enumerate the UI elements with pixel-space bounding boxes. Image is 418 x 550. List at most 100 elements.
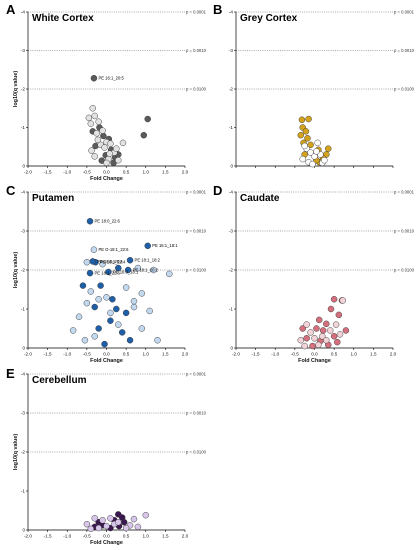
y-tick-label: -4 — [21, 190, 26, 195]
panel-title: Cerebellum — [32, 375, 87, 386]
x-tick-label: 1.0 — [143, 534, 150, 539]
threshold-label: p = 0.0100 — [186, 450, 207, 455]
x-tick-label: -0.5 — [83, 534, 91, 539]
data-point — [107, 140, 114, 147]
data-point — [103, 522, 110, 530]
panel-letter: E — [6, 366, 15, 381]
data-point — [126, 336, 134, 344]
data-point — [138, 325, 146, 332]
x-tick-label: -2.0 — [24, 170, 32, 175]
data-point — [115, 157, 122, 164]
x-tick-label: 1.0 — [351, 352, 358, 357]
point-annotation: PE 18:1_18:2 — [135, 258, 161, 263]
data-point — [85, 114, 93, 122]
panel-letter: A — [6, 2, 16, 17]
data-point — [124, 266, 132, 274]
data-point — [154, 336, 161, 344]
data-point — [81, 336, 89, 344]
x-tick-label: 0.5 — [123, 534, 130, 539]
x-tick-label: 2.0 — [390, 352, 397, 357]
panel-letter: D — [213, 183, 222, 198]
y-tick-label: 0 — [22, 346, 25, 351]
data-point — [107, 309, 114, 317]
x-tick-label: -1.5 — [44, 170, 52, 175]
data-point — [339, 297, 346, 304]
data-point — [327, 305, 335, 313]
data-point — [315, 316, 323, 324]
data-point — [87, 288, 95, 295]
data-point — [120, 518, 128, 526]
data-point — [99, 517, 106, 524]
y-tick-label: -1 — [229, 307, 234, 312]
data-point — [130, 297, 138, 305]
data-point — [91, 333, 98, 340]
x-tick-label: 1.5 — [370, 352, 377, 357]
data-point — [115, 518, 122, 526]
data-point — [297, 336, 304, 344]
data-point — [311, 335, 318, 342]
data-point — [122, 284, 130, 291]
data-point — [87, 525, 95, 533]
data-point — [79, 282, 87, 289]
data-point — [298, 116, 306, 124]
data-point — [309, 160, 316, 168]
threshold-label: p = 0.0001 — [394, 190, 415, 195]
data-point — [314, 139, 321, 147]
data-point — [299, 325, 306, 332]
data-point — [134, 523, 142, 531]
y-tick-label: -2 — [229, 87, 234, 92]
y-axis-label: log10(q value) — [13, 71, 19, 107]
threshold-label: p = 0.0100 — [394, 87, 415, 92]
data-point — [75, 313, 83, 321]
y-tick-label: -3 — [21, 48, 26, 53]
data-point — [319, 333, 326, 340]
data-point — [122, 524, 130, 532]
data-point — [166, 270, 173, 278]
y-tick-label: -2 — [21, 450, 26, 455]
panel-a: A White Cortex p = 0.0001 p = 0.0010 p = 0.0… — [6, 2, 207, 182]
y-tick-label: -1 — [229, 125, 234, 130]
y-tick-label: -2 — [21, 268, 26, 273]
y-axis-label: log10(q value) — [13, 252, 19, 288]
y-tick-label: 0 — [22, 164, 25, 169]
x-tick-label: 2.0 — [182, 170, 189, 175]
point-annotation: PE 16:0_22:4 — [100, 260, 126, 265]
data-point — [106, 150, 113, 157]
data-point — [91, 153, 98, 160]
data-point — [304, 135, 311, 142]
y-axis-label: log10(q value) — [13, 434, 19, 470]
data-point — [330, 296, 338, 303]
data-point — [297, 131, 304, 139]
x-tick-label: -0.5 — [83, 352, 91, 357]
data-point — [332, 321, 340, 328]
data-point — [150, 266, 157, 274]
x-tick-label: -1.5 — [44, 352, 52, 357]
data-point — [144, 242, 151, 250]
x-tick-label: 0.0 — [103, 352, 110, 357]
data-point — [115, 321, 122, 328]
y-tick-label: -4 — [229, 10, 234, 15]
data-point — [91, 303, 98, 311]
data-point — [113, 305, 120, 313]
threshold-label: p = 0.0001 — [186, 372, 207, 377]
threshold-label: p = 0.0010 — [186, 229, 207, 234]
x-tick-label: 1.0 — [143, 352, 150, 357]
data-point — [319, 327, 327, 334]
data-point — [83, 299, 91, 307]
point-annotation: PE 16:1_20:5 — [98, 76, 124, 81]
data-point — [301, 142, 308, 150]
data-point — [99, 260, 106, 268]
data-point — [83, 258, 91, 266]
data-point — [140, 131, 148, 139]
threshold-label: p = 0.0010 — [394, 48, 415, 53]
data-point — [95, 325, 102, 332]
y-tick-label: -2 — [21, 87, 26, 92]
data-point — [325, 145, 332, 152]
x-tick-label: 0.5 — [123, 352, 130, 357]
panel-letter: C — [6, 183, 16, 198]
x-tick-label: 0.5 — [123, 170, 130, 175]
x-tick-label: -2.0 — [232, 352, 240, 357]
x-tick-label: 1.5 — [162, 170, 169, 175]
point-annotation: PE 18:0_22:6 — [95, 219, 121, 224]
y-tick-label: -3 — [229, 229, 234, 234]
